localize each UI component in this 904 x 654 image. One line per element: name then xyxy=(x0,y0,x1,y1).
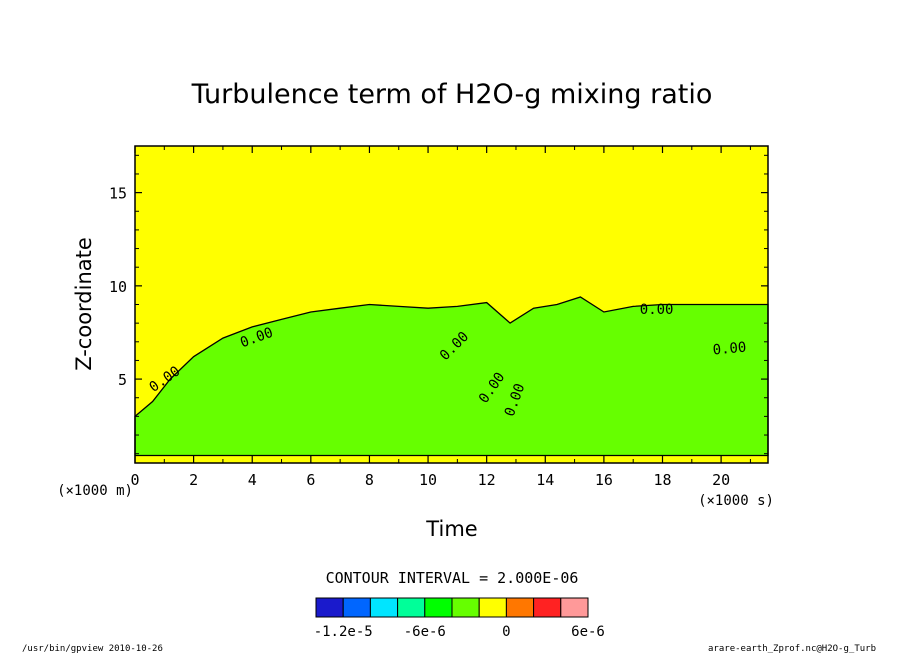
chart-title: Turbulence term of H2O-g mixing ratio xyxy=(191,79,713,110)
colorbar-cell-6 xyxy=(478,597,507,618)
colorbar-cell-9 xyxy=(560,597,589,618)
x-tick-label-5: 10 xyxy=(419,471,437,489)
colorbar-tick-label-3: 6e-6 xyxy=(571,624,605,640)
x-axis-label: Time xyxy=(425,517,477,541)
x-tick-label-1: 2 xyxy=(189,471,198,489)
colorbar-cell-8 xyxy=(533,597,562,618)
colorbar-ticks: -1.2e-5 -6e-6 0 6e-6 xyxy=(314,624,605,640)
x-tick-label-10: 20 xyxy=(712,471,730,489)
x-tick-label-6: 12 xyxy=(478,471,496,489)
colorbar-tick-label-0: -1.2e-5 xyxy=(314,624,373,640)
colorbar-cell-7 xyxy=(505,597,535,618)
colorbar xyxy=(315,597,589,618)
y-axis-unit: (×1000 m) xyxy=(57,483,133,499)
colorbar-cell-2 xyxy=(369,597,399,618)
x-tick-label-4: 8 xyxy=(365,471,374,489)
colorbar-cell-3 xyxy=(397,597,426,618)
footer-right: arare-earth_Zprof.nc@H2O-g_Turb xyxy=(708,644,876,654)
y-tick-label-0: 5 xyxy=(118,371,127,389)
plot-area: 0.000.00 0.000.000.000.000.00 xyxy=(134,145,769,464)
x-tick-label-2: 4 xyxy=(248,471,257,489)
contour-regions xyxy=(134,296,769,457)
contour-label-6: 0.00 xyxy=(712,340,747,359)
colorbar-cell-5 xyxy=(451,597,480,618)
colorbar-tick-label-1: -6e-6 xyxy=(404,624,446,640)
contour-interval: CONTOUR INTERVAL = 2.000E-06 xyxy=(326,569,579,587)
x-tick-label-8: 16 xyxy=(595,471,613,489)
negative-region xyxy=(134,296,769,457)
y-tick-label-1: 10 xyxy=(109,278,127,296)
x-tick-label-0: 0 xyxy=(130,471,139,489)
x-axis: 0 2 4 6 8 10 12 14 16 18 20 xyxy=(130,146,751,489)
colorbar-cell-1 xyxy=(342,597,371,618)
y-axis-label: Z-coordinate xyxy=(72,237,96,371)
colorbar-tick-label-2: 0 xyxy=(502,624,510,640)
x-axis-unit: (×1000 s) xyxy=(698,493,774,509)
colorbar-cell-0 xyxy=(315,597,344,618)
x-tick-label-7: 14 xyxy=(536,471,554,489)
colorbar-cell-4 xyxy=(424,597,453,618)
contour-label-5: 0.00 xyxy=(640,302,674,318)
y-axis: 5 10 15 xyxy=(109,154,768,455)
x-tick-label-9: 18 xyxy=(653,471,671,489)
x-tick-label-3: 6 xyxy=(306,471,315,489)
footer-left: /usr/bin/gpview 2010-10-26 xyxy=(22,644,163,654)
y-tick-label-2: 15 xyxy=(109,185,127,203)
